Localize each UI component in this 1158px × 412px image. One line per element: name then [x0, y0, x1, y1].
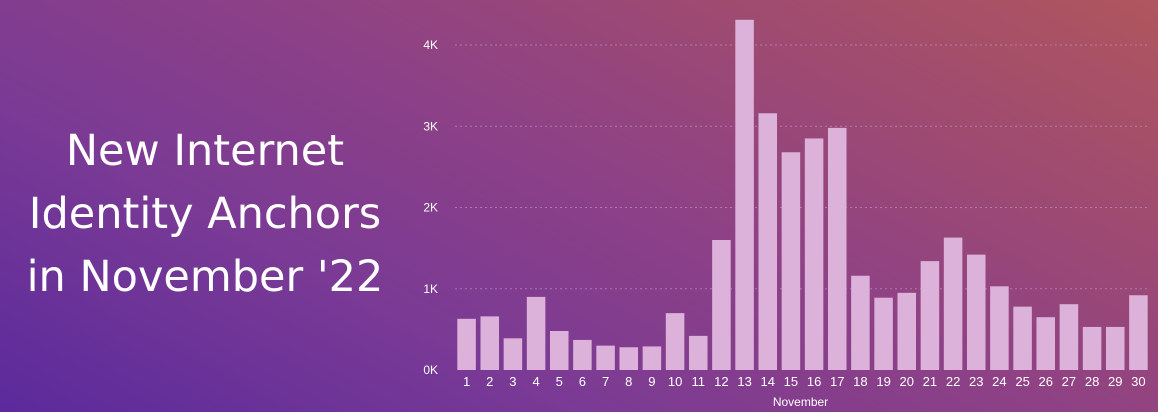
x-tick-label: 18: [853, 374, 867, 389]
bar-day-19[interactable]: [874, 297, 893, 370]
x-tick-label: 3: [509, 374, 516, 389]
bar-day-28[interactable]: [1082, 326, 1102, 370]
bar-day-18[interactable]: [851, 275, 870, 370]
x-tick-label: 26: [1039, 374, 1053, 389]
x-tick-label: 27: [1062, 374, 1076, 389]
x-tick-label: 11: [692, 374, 706, 389]
bar-day-21[interactable]: [920, 261, 940, 370]
x-tick-label: 20: [900, 374, 914, 389]
x-tick-label: 29: [1108, 374, 1122, 389]
x-tick-label: 15: [784, 374, 798, 389]
chart-title: New Internet Identity Anchors in Novembe…: [0, 120, 410, 309]
y-tick-label: 0K: [423, 363, 438, 377]
y-tick-label: 1K: [423, 282, 438, 296]
x-tick-label: 10: [668, 374, 682, 389]
title-line-3: in November '22: [26, 252, 384, 302]
title-line-2: Identity Anchors: [28, 189, 382, 239]
x-tick-label: 21: [923, 374, 937, 389]
bar-day-10[interactable]: [665, 313, 685, 370]
x-axis-ticks: 1 2 3 4 5 6 7 8 9 10 11 12 13 14 15 16 17 18 19 20 21 22 23 24 2…: [463, 374, 1146, 389]
y-tick-label: 3K: [423, 119, 438, 133]
bars: [457, 19, 1148, 370]
x-tick-label: 4: [532, 374, 539, 389]
bar-day-11[interactable]: [688, 335, 708, 370]
bar-day-24[interactable]: [990, 286, 1009, 370]
bar-day-27[interactable]: [1059, 304, 1079, 370]
bar-day-23[interactable]: [966, 254, 986, 370]
bar-day-6[interactable]: [573, 339, 592, 370]
x-tick-label: 22: [946, 374, 960, 389]
bar-day-15[interactable]: [781, 152, 801, 370]
bar-day-4[interactable]: [526, 296, 546, 370]
gridlines: [455, 44, 1150, 290]
bar-day-22[interactable]: [943, 237, 963, 370]
title-line-1: New Internet: [65, 126, 345, 176]
bar-day-13[interactable]: [735, 19, 754, 370]
bar-day-8[interactable]: [619, 347, 639, 370]
x-tick-label: 7: [602, 374, 609, 389]
bar-day-9[interactable]: [642, 346, 662, 370]
x-tick-label: 19: [876, 374, 890, 389]
x-tick-label: 17: [830, 374, 844, 389]
bar-day-7[interactable]: [596, 345, 615, 370]
bar-day-17[interactable]: [827, 127, 847, 370]
bar-day-30[interactable]: [1129, 295, 1148, 370]
x-tick-label: 2: [486, 374, 493, 389]
x-tick-label: 16: [807, 374, 821, 389]
bar-day-29[interactable]: [1105, 326, 1125, 370]
bar-day-14[interactable]: [758, 113, 778, 370]
x-tick-label: 24: [992, 374, 1006, 389]
bar-day-1[interactable]: [457, 318, 476, 370]
x-axis-title: November: [773, 395, 828, 409]
x-tick-label: 13: [737, 374, 751, 389]
bar-day-12[interactable]: [712, 240, 731, 370]
x-tick-label: 23: [969, 374, 983, 389]
x-tick-label: 30: [1131, 374, 1145, 389]
y-tick-label: 4K: [423, 38, 438, 52]
x-tick-label: 1: [463, 374, 470, 389]
bar-day-2[interactable]: [480, 316, 500, 370]
y-axis-ticks: 0K 1K 2K 3K 4K: [423, 38, 438, 377]
bar-day-16[interactable]: [804, 138, 824, 370]
x-tick-label: 5: [556, 374, 563, 389]
bar-day-3[interactable]: [503, 338, 523, 370]
bar-day-26[interactable]: [1036, 317, 1056, 370]
x-tick-label: 6: [579, 374, 586, 389]
bar-day-20[interactable]: [897, 292, 917, 370]
x-tick-label: 8: [625, 374, 632, 389]
bar-day-5[interactable]: [549, 331, 569, 370]
x-tick-label: 28: [1085, 374, 1099, 389]
x-tick-label: 9: [648, 374, 655, 389]
bar-day-25[interactable]: [1013, 306, 1032, 370]
x-tick-label: 25: [1015, 374, 1029, 389]
x-tick-label: 12: [714, 374, 728, 389]
y-tick-label: 2K: [423, 201, 438, 215]
x-tick-label: 14: [761, 374, 775, 389]
